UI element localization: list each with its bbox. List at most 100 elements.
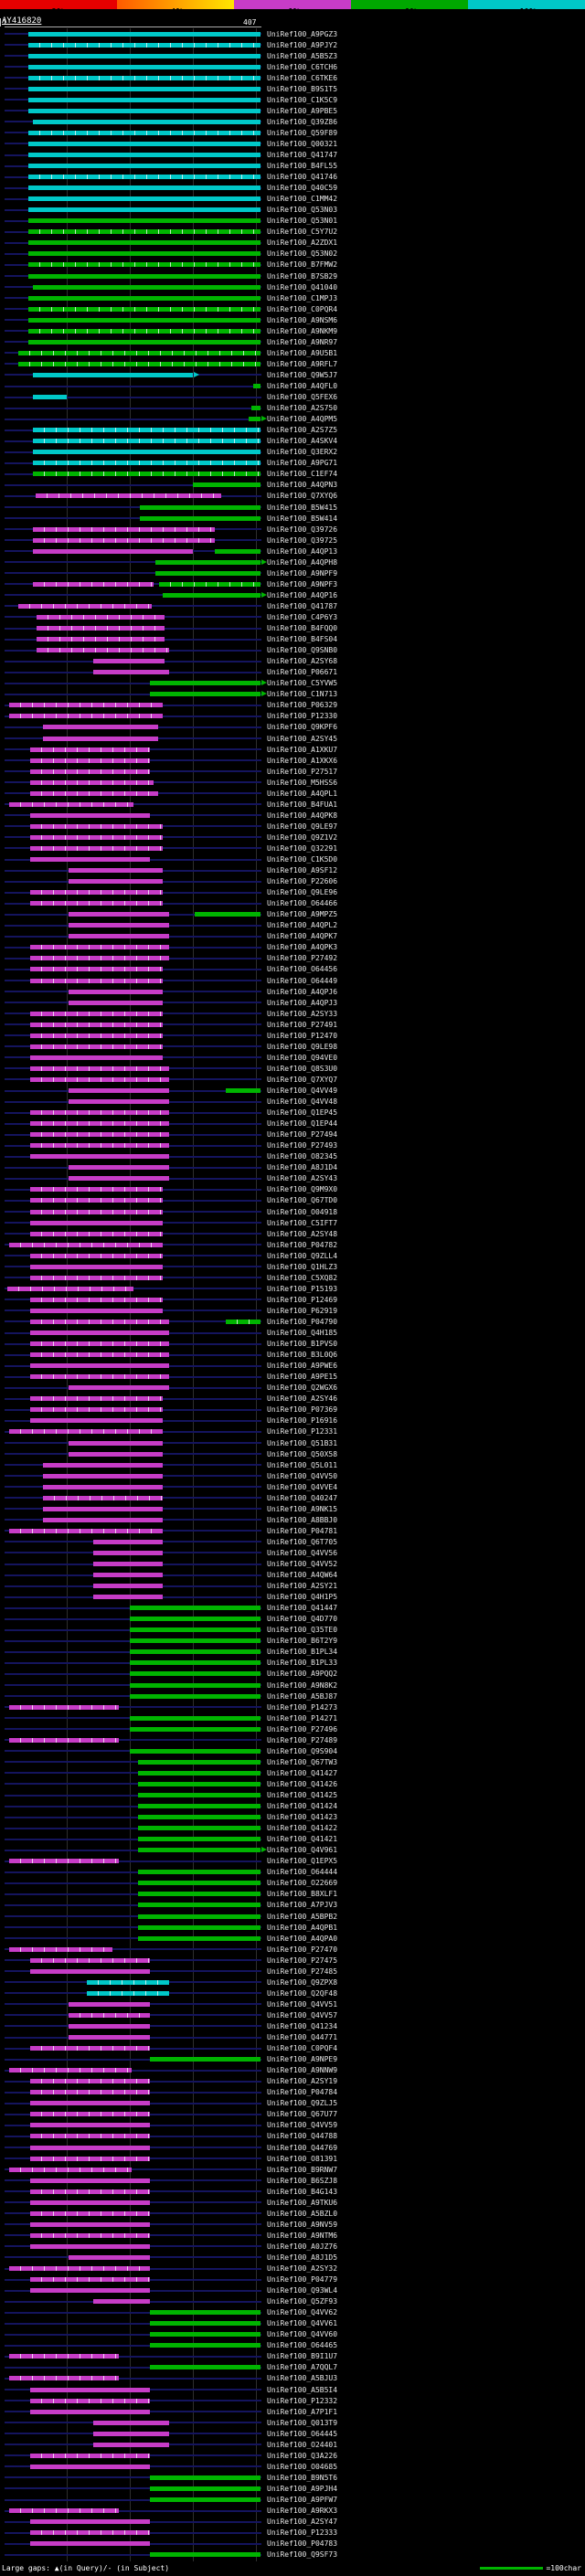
hit-bar[interactable] xyxy=(154,570,261,576)
hit-bar[interactable] xyxy=(30,1011,164,1016)
hit-bar[interactable] xyxy=(33,450,261,455)
hit-label[interactable]: UniRef100_Q41427 xyxy=(267,1768,338,1777)
hit-bar[interactable] xyxy=(30,1022,164,1027)
hit-bar[interactable] xyxy=(33,439,261,444)
hit-label[interactable]: UniRef100_A4QPK3 xyxy=(267,943,338,952)
hit-bar[interactable] xyxy=(68,879,164,885)
hit-label[interactable]: UniRef100_A7QQL7 xyxy=(267,2363,338,2372)
hit-label[interactable]: UniRef100_Q9ZLL4 xyxy=(267,1251,338,1260)
hit-bar[interactable] xyxy=(93,1539,164,1544)
hit-label[interactable]: UniRef100_B5W415 xyxy=(267,503,338,512)
hit-bar[interactable] xyxy=(37,614,165,620)
hit-label[interactable]: UniRef100_Q4H1P5 xyxy=(267,1593,338,1602)
hit-label[interactable]: UniRef100_P06329 xyxy=(267,701,338,710)
hit-bar[interactable] xyxy=(137,1924,261,1930)
hit-bar[interactable] xyxy=(30,2288,151,2294)
hit-bar[interactable] xyxy=(130,1715,261,1721)
hit-label[interactable]: UniRef100_A2SY45 xyxy=(267,734,338,743)
hit-bar[interactable] xyxy=(30,1143,169,1149)
hit-label[interactable]: UniRef100_O24401 xyxy=(267,2440,338,2449)
hit-bar[interactable] xyxy=(30,1065,169,1071)
hit-bar[interactable] xyxy=(130,1606,261,1611)
hit-label[interactable]: UniRef100_Q9ZLJ5 xyxy=(267,2099,338,2108)
hit-label[interactable]: UniRef100_A5BJU3 xyxy=(267,2374,338,2383)
hit-label[interactable]: UniRef100_P27491 xyxy=(267,1020,338,1029)
hit-label[interactable]: UniRef100_Q39Z86 xyxy=(267,117,338,126)
hit-bar[interactable] xyxy=(248,417,261,422)
hit-label[interactable]: UniRef100_Q67TW3 xyxy=(267,1757,338,1766)
hit-label[interactable]: UniRef100_Q41747 xyxy=(267,151,338,160)
hit-bar[interactable] xyxy=(33,395,68,400)
hit-label[interactable]: UniRef100_C5XQ82 xyxy=(267,1273,338,1282)
hit-bar[interactable] xyxy=(137,1804,261,1809)
hit-label[interactable]: UniRef100_A9RKX3 xyxy=(267,2507,338,2516)
hit-bar[interactable] xyxy=(137,1870,261,1875)
hit-label[interactable]: UniRef100_A4QPH8 xyxy=(267,557,338,567)
hit-label[interactable]: UniRef100_A4QPM5 xyxy=(267,415,338,424)
hit-bar[interactable] xyxy=(93,2442,169,2447)
hit-label[interactable]: UniRef100_A4QPK8 xyxy=(267,811,338,820)
hit-label[interactable]: UniRef100_A8J1D4 xyxy=(267,1163,338,1172)
hit-label[interactable]: UniRef100_A4QPL1 xyxy=(267,789,338,798)
hit-bar[interactable] xyxy=(30,1968,151,1974)
hit-label[interactable]: UniRef100_C1K5C9 xyxy=(267,95,338,104)
hit-bar[interactable] xyxy=(8,1528,164,1533)
hit-bar[interactable] xyxy=(8,1704,119,1710)
hit-label[interactable]: UniRef100_O81391 xyxy=(267,2154,338,2163)
hit-label[interactable]: UniRef100_C1EF74 xyxy=(267,470,338,479)
hit-label[interactable]: UniRef100_P04782 xyxy=(267,1240,338,1249)
hit-bar[interactable] xyxy=(30,1231,164,1236)
hit-label[interactable]: UniRef100_B1PVS0 xyxy=(267,1340,338,1349)
hit-bar[interactable] xyxy=(30,1132,169,1138)
hit-bar[interactable] xyxy=(30,1297,164,1302)
hit-label[interactable]: UniRef100_A4QPL2 xyxy=(267,921,338,930)
hit-bar[interactable] xyxy=(137,1881,261,1886)
hit-label[interactable]: UniRef100_Q9W5J7 xyxy=(267,370,338,379)
hit-label[interactable]: UniRef100_B9RNW7 xyxy=(267,2165,338,2174)
hit-bar[interactable] xyxy=(68,1451,164,1457)
hit-label[interactable]: UniRef100_Q9LE97 xyxy=(267,822,338,831)
hit-label[interactable]: UniRef100_C6TCH6 xyxy=(267,62,338,71)
hit-bar[interactable] xyxy=(130,1638,261,1644)
hit-label[interactable]: UniRef100_A4QPJ3 xyxy=(267,998,338,1007)
hit-label[interactable]: UniRef100_Q5L011 xyxy=(267,1460,338,1469)
hit-label[interactable]: UniRef100_Q4V961 xyxy=(267,1846,338,1855)
hit-label[interactable]: UniRef100_P22606 xyxy=(267,877,338,886)
hit-label[interactable]: UniRef100_B9I1U7 xyxy=(267,2352,338,2361)
hit-bar[interactable] xyxy=(30,901,164,906)
hit-label[interactable]: UniRef100_M5HSS6 xyxy=(267,778,338,787)
hit-bar[interactable] xyxy=(30,1396,164,1402)
hit-label[interactable]: UniRef100_Q4D770 xyxy=(267,1615,338,1624)
hit-label[interactable]: UniRef100_Q41422 xyxy=(267,1824,338,1833)
hit-label[interactable]: UniRef100_Q2WGX6 xyxy=(267,1383,338,1393)
hit-label[interactable]: UniRef100_C1MPJ3 xyxy=(267,293,338,302)
hit-label[interactable]: UniRef100_Q9M9X0 xyxy=(267,1185,338,1194)
hit-label[interactable]: UniRef100_C5Y7U2 xyxy=(267,228,338,237)
hit-label[interactable]: UniRef100_A9NPF3 xyxy=(267,579,338,588)
hit-bar[interactable] xyxy=(27,251,261,257)
hit-bar[interactable] xyxy=(27,164,261,169)
hit-bar[interactable] xyxy=(137,1781,261,1786)
hit-bar[interactable] xyxy=(8,2068,132,2073)
hit-bar[interactable] xyxy=(27,186,261,191)
hit-bar[interactable] xyxy=(30,1209,164,1214)
hit-label[interactable]: UniRef100_B6SZJ8 xyxy=(267,2176,338,2185)
hit-label[interactable]: UniRef100_A9SF12 xyxy=(267,866,338,875)
hit-label[interactable]: UniRef100_Q41787 xyxy=(267,601,338,610)
hit-bar[interactable] xyxy=(43,1495,164,1500)
hit-bar[interactable] xyxy=(68,1440,164,1446)
hit-bar[interactable] xyxy=(68,2001,151,2007)
hit-bar[interactable] xyxy=(130,1617,261,1622)
hit-bar[interactable] xyxy=(27,141,261,146)
hit-bar[interactable] xyxy=(35,493,222,499)
hit-bar[interactable] xyxy=(30,2453,151,2458)
hit-label[interactable]: UniRef100_O82345 xyxy=(267,1152,338,1161)
hit-label[interactable]: UniRef100_C5YVW5 xyxy=(267,679,338,688)
hit-label[interactable]: UniRef100_O64466 xyxy=(267,899,338,908)
hit-label[interactable]: UniRef100_Q4VV52 xyxy=(267,1560,338,1569)
hit-bar[interactable] xyxy=(33,526,216,532)
hit-bar[interactable] xyxy=(30,1033,164,1038)
hit-label[interactable]: UniRef100_Q1EP45 xyxy=(267,1108,338,1118)
hit-label[interactable]: UniRef100_A7PJV3 xyxy=(267,1901,338,1910)
hit-label[interactable]: UniRef100_A4QP16 xyxy=(267,590,338,599)
